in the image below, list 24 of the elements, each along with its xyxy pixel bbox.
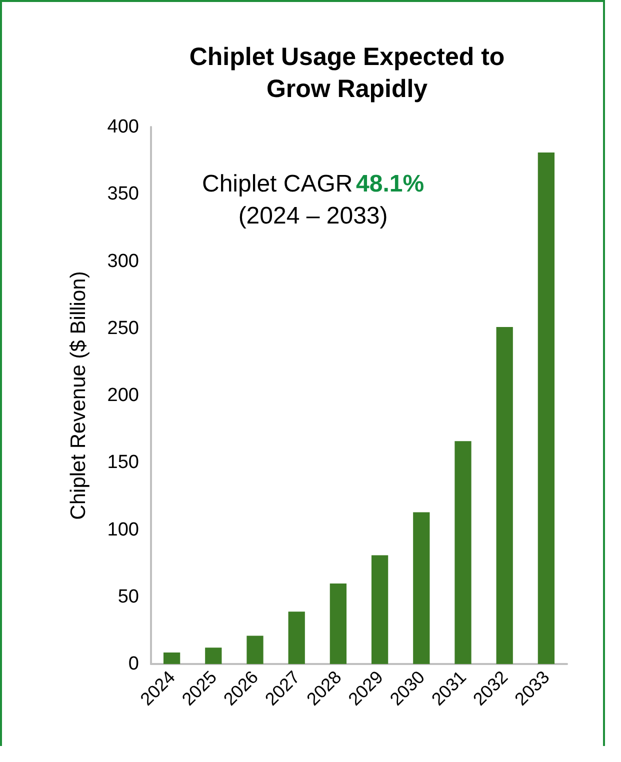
annotation: Chiplet CAGR: [202, 170, 353, 198]
chart-title: Chiplet Usage Expected to Grow Rapidly: [189, 43, 505, 103]
bar: [163, 652, 180, 664]
y-tick-label: 100: [107, 519, 139, 540]
bar: [413, 512, 430, 664]
y-tick-label: 200: [107, 385, 139, 406]
y-tick-label: 50: [118, 586, 139, 608]
bar: [371, 555, 388, 664]
y-tick-label: 400: [107, 116, 139, 138]
y-tick-label: 0: [128, 654, 139, 674]
annotation: (2024 – 2033): [238, 202, 388, 230]
bar: [496, 327, 513, 664]
bar: [330, 583, 347, 664]
bar: [454, 441, 472, 664]
y-tick-label: 300: [107, 250, 139, 272]
y-tick-label: 150: [107, 452, 139, 474]
bar: [538, 152, 555, 664]
y-tick-label: 250: [107, 318, 139, 339]
bar: [205, 648, 222, 664]
annotation: 48.1%: [356, 170, 424, 198]
y-tick-label: 350: [107, 184, 139, 205]
bar: [288, 612, 305, 664]
bar: [246, 636, 264, 664]
y-axis-title: Chiplet Revenue ($ Billion): [67, 271, 90, 520]
